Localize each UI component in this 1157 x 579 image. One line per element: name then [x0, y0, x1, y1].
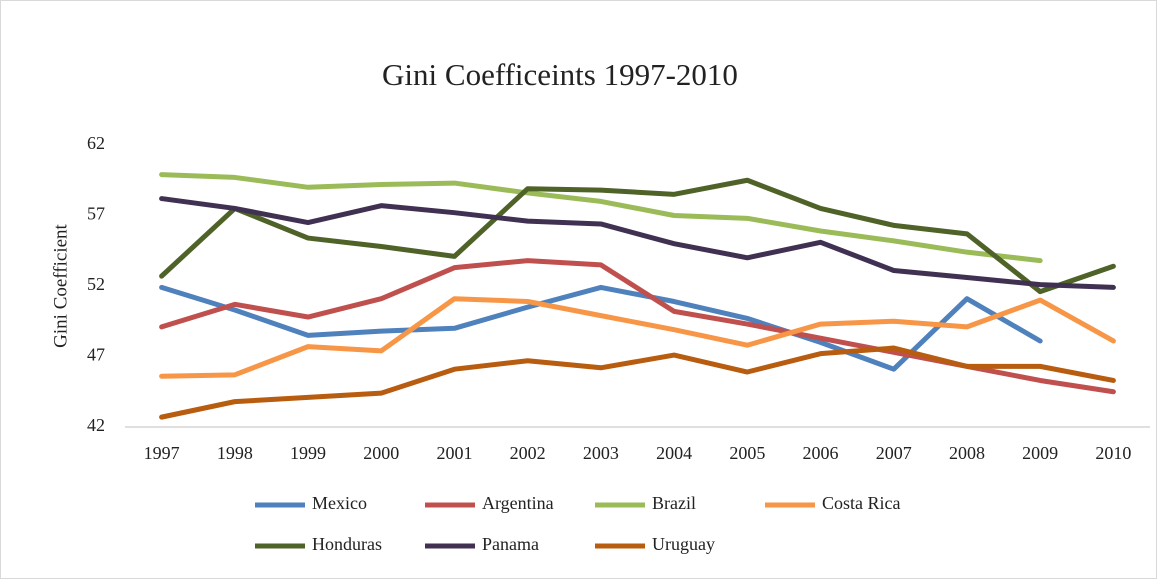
y-tick-label: 62 [87, 133, 105, 153]
legend-label: Honduras [312, 534, 382, 554]
series-line [159, 196, 1116, 290]
y-tick-label: 57 [87, 204, 105, 224]
y-tick-label: 47 [87, 345, 105, 365]
x-tick-label: 2005 [729, 443, 765, 463]
x-tick-label: 2007 [876, 443, 912, 463]
legend-label: Uruguay [652, 534, 715, 554]
x-tick-label: 1998 [217, 443, 253, 463]
y-tick-label: 42 [87, 415, 105, 435]
y-tick-label: 52 [87, 274, 105, 294]
series-line [159, 177, 1116, 295]
x-tick-label: 2010 [1095, 443, 1131, 463]
chart-title: Gini Coefficeints 1997-2010 [382, 57, 738, 92]
series-line [159, 284, 1043, 372]
legend-label: Costa Rica [822, 493, 901, 513]
legend-label: Brazil [652, 493, 696, 513]
x-tick-label: 2002 [510, 443, 546, 463]
legend-label: Argentina [482, 493, 554, 513]
x-tick-label: 2008 [949, 443, 985, 463]
x-tick-label: 1997 [144, 443, 180, 463]
x-tick-label: 2004 [656, 443, 692, 463]
x-tick-label: 2006 [803, 443, 839, 463]
x-tick-label: 2003 [583, 443, 619, 463]
legend-label: Mexico [312, 493, 367, 513]
x-tick-label: 2000 [363, 443, 399, 463]
series-line [159, 345, 1116, 420]
series-line [159, 296, 1116, 379]
legend-label: Panama [482, 534, 539, 554]
x-tick-label: 2009 [1022, 443, 1058, 463]
x-tick-label: 2001 [436, 443, 472, 463]
y-axis-title: Gini Coefficient [50, 223, 71, 347]
series-line [159, 172, 1043, 264]
x-tick-label: 1999 [290, 443, 326, 463]
